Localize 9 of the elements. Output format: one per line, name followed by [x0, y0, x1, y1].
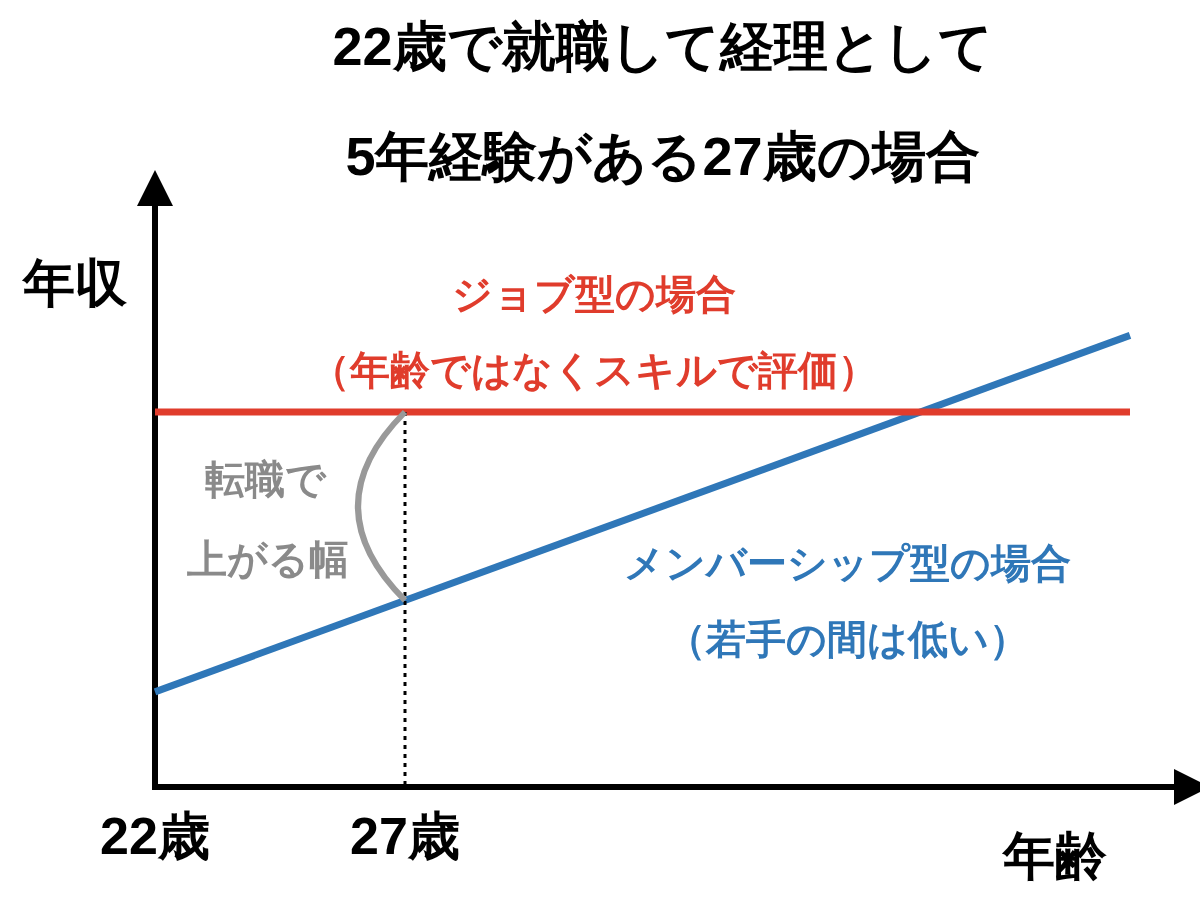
x-tick-label: 27歳 [350, 807, 460, 866]
chart-title: 22歳で就職して経理として 5年経験がある27歳の場合 [332, 15, 993, 186]
series-label: メンバーシップ型の場合（若手の間は低い） [623, 540, 1071, 661]
x-axis-title: 年齢 [1001, 827, 1107, 886]
y-axis-title: 年収 [21, 254, 128, 313]
annotation: 転職で [204, 457, 327, 502]
series-label: ジョブ型の場合（年齢ではなくスキルで評価） [309, 272, 878, 393]
annotation: 上がる幅 [187, 537, 349, 582]
x-tick-label: 22歳 [100, 807, 210, 866]
